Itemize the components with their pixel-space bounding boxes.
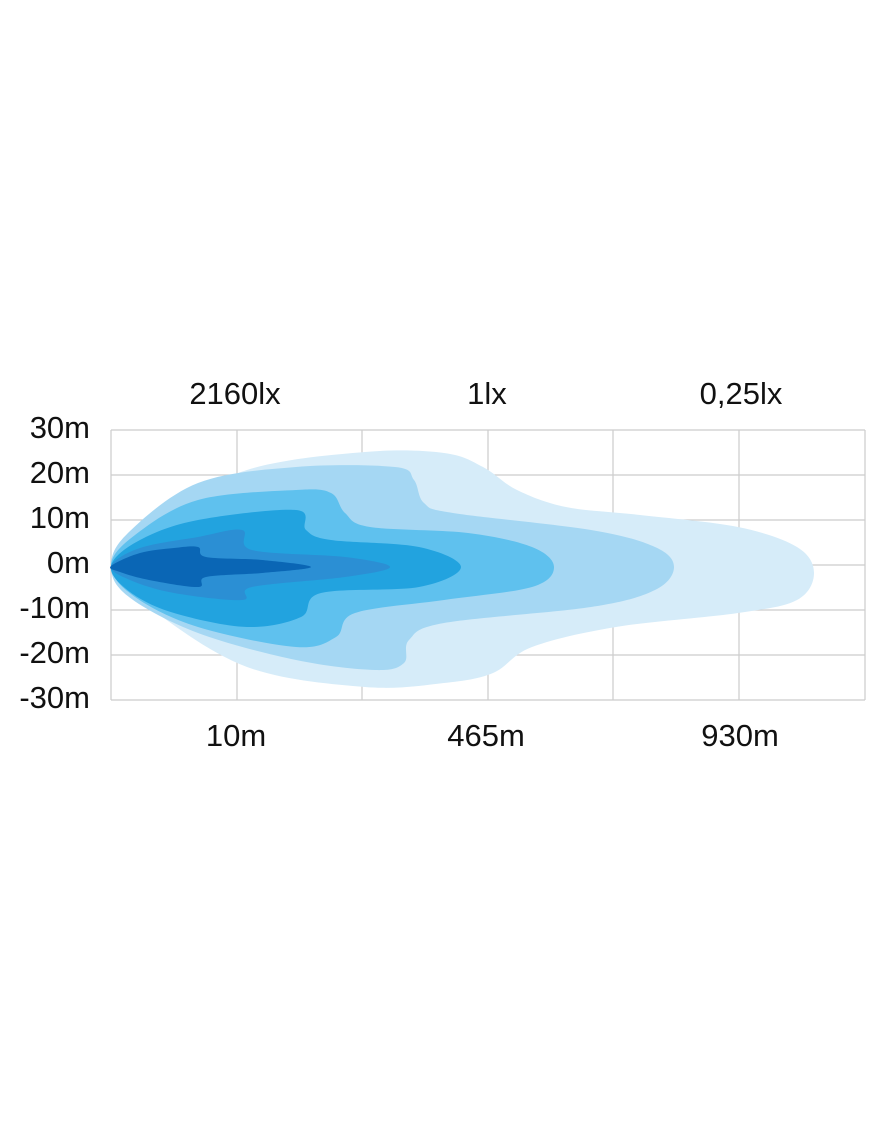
distance-label-far: 930m (701, 718, 779, 753)
y-label-10: 10m (29, 500, 90, 535)
y-label-minus10: -10m (19, 590, 90, 625)
illuminance-label-near: 2160lx (189, 376, 281, 411)
y-label-minus20: -20m (19, 635, 90, 670)
y-label-minus30: -30m (19, 680, 90, 715)
y-label-20: 20m (29, 455, 90, 490)
y-label-0: 0m (46, 545, 90, 580)
y-label-30: 30m (29, 410, 90, 445)
distance-label-mid: 465m (447, 718, 525, 753)
illuminance-contour-6 (110, 546, 311, 588)
illuminance-label-mid: 1lx (467, 376, 507, 411)
illuminance-label-far: 0,25lx (699, 376, 783, 411)
distance-label-near: 10m (205, 718, 267, 753)
